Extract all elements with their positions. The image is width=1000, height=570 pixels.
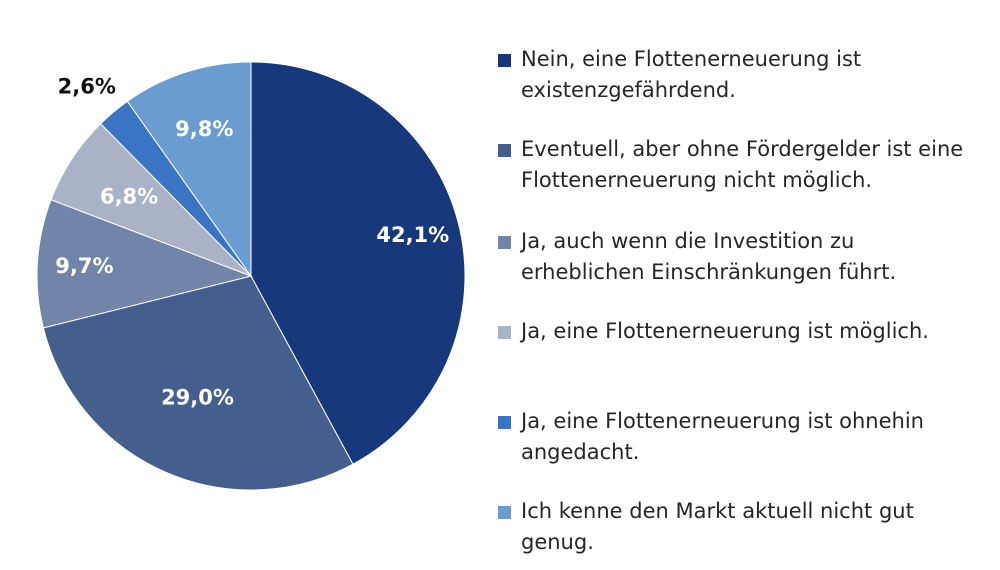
pie-slice [42, 275, 354, 491]
legend-label: Ja, eine Flottenerneuerung ist möglich. [521, 319, 929, 343]
slice-value-label: 9,8% [175, 117, 233, 141]
legend-swatch [498, 54, 511, 67]
slice-value-label: 29,0% [161, 385, 234, 409]
slice-value-label: 2,6% [58, 75, 116, 99]
legend-label: Ja, auch wenn die Investition zu erhebli… [521, 229, 897, 284]
legend-item: Nein, eine Flottenerneuerung ist existen… [498, 44, 998, 106]
pie-slice [250, 61, 466, 465]
slice-value-label: 42,1% [376, 223, 449, 247]
legend-swatch [498, 144, 511, 157]
legend-label: Nein, eine Flottenerneuerung ist existen… [521, 47, 862, 102]
legend-swatch [498, 236, 511, 249]
pie-slice [126, 61, 252, 278]
legend-item: Ich kenne den Markt aktuell nicht gut ge… [498, 496, 998, 558]
legend-label: Ja, eine Flottenerneuerung ist ohnehin a… [521, 409, 924, 464]
legend-item: Ja, eine Flottenerneuerung ist möglich. [498, 316, 998, 347]
pie-slice [36, 199, 253, 329]
legend-item: Ja, auch wenn die Investition zu erhebli… [498, 226, 998, 288]
legend-label: Eventuell, aber ohne Fördergelder ist ei… [521, 137, 964, 192]
legend-swatch [498, 416, 511, 429]
legend-item: Ja, eine Flottenerneuerung ist ohnehin a… [498, 406, 998, 468]
slice-value-label: 9,7% [55, 254, 113, 278]
legend-label: Ich kenne den Markt aktuell nicht gut ge… [521, 499, 914, 554]
legend-item: Eventuell, aber ohne Fördergelder ist ei… [498, 134, 998, 196]
legend-swatch [498, 326, 511, 339]
slice-value-label: 6,8% [100, 185, 158, 209]
legend-swatch [498, 506, 511, 519]
